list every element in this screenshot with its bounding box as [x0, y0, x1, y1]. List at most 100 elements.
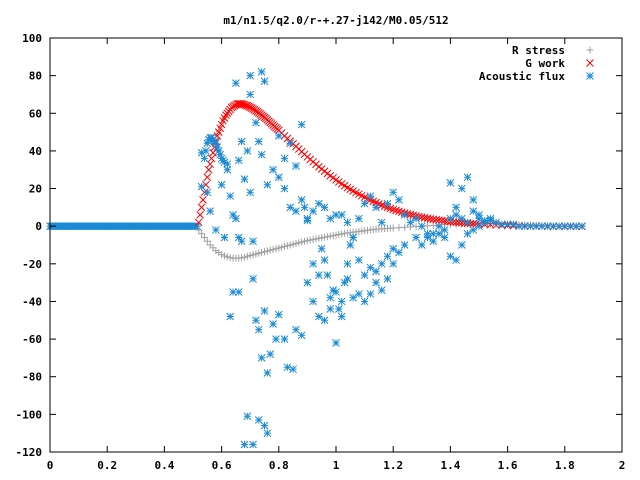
acoustic-flux-point	[343, 218, 352, 227]
x-tick-label: 0.6	[212, 459, 232, 472]
acoustic-flux-point	[372, 267, 380, 276]
r-stress-point	[335, 230, 343, 238]
g-work-point	[395, 207, 403, 216]
acoustic-flux-point	[417, 222, 426, 231]
r-stress-point	[286, 241, 294, 249]
acoustic-flux-point	[206, 207, 215, 215]
acoustic-flux-point	[463, 173, 472, 182]
acoustic-flux-point	[337, 297, 346, 306]
r-stress-point	[298, 238, 306, 246]
acoustic-flux-point	[303, 214, 312, 223]
acoustic-flux-point	[355, 214, 363, 223]
acoustic-flux-point	[314, 271, 323, 279]
acoustic-flux-point	[263, 369, 272, 377]
acoustic-flux-point	[560, 222, 569, 231]
acoustic-flux-point	[243, 147, 252, 155]
acoustic-flux-point	[303, 278, 312, 287]
r-stress-point	[312, 235, 320, 243]
r-stress-point	[292, 239, 300, 247]
acoustic-flux-point	[412, 214, 420, 223]
acoustic-flux-point	[292, 207, 300, 215]
acoustic-flux-point	[272, 335, 280, 343]
r-stress-point	[226, 254, 234, 262]
acoustic-flux-point	[377, 286, 386, 295]
acoustic-flux-point	[417, 241, 426, 249]
acoustic-flux-point	[469, 195, 478, 204]
acoustic-flux-point	[260, 421, 269, 430]
acoustic-flux-point	[257, 68, 266, 76]
acoustic-flux-point	[234, 156, 243, 165]
x-tick-label: 1	[333, 459, 340, 472]
acoustic-flux-point	[555, 222, 563, 231]
legend-marker	[586, 59, 594, 67]
acoustic-flux-point	[274, 310, 283, 319]
r-stress-point	[275, 244, 283, 252]
g-work-point	[196, 211, 205, 219]
acoustic-flux-point	[366, 263, 375, 272]
acoustic-flux-point	[257, 354, 266, 362]
acoustic-flux-point	[254, 325, 263, 334]
acoustic-flux-point	[297, 120, 306, 129]
acoustic-flux-point	[446, 214, 455, 223]
acoustic-flux-point	[395, 195, 403, 204]
acoustic-flux-point	[246, 71, 255, 80]
acoustic-flux-point	[197, 148, 206, 157]
acoustic-flux-point	[395, 248, 403, 257]
x-tick-label: 0.8	[269, 459, 289, 472]
acoustic-flux-point	[486, 216, 495, 225]
acoustic-flux-point	[366, 192, 375, 200]
acoustic-flux-point	[480, 218, 489, 227]
acoustic-flux-point	[329, 286, 337, 295]
acoustic-flux-point	[274, 173, 283, 182]
g-work-point	[194, 218, 203, 227]
acoustic-flux-point	[237, 137, 246, 146]
acoustic-flux-point	[240, 440, 249, 449]
acoustic-flux-point	[217, 180, 226, 189]
r-stress-point	[295, 239, 303, 247]
acoustic-flux-point	[360, 199, 369, 208]
r-stress-point	[332, 231, 340, 239]
acoustic-flux-point	[377, 218, 386, 227]
acoustic-flux-point	[232, 214, 240, 223]
acoustic-flux-point	[389, 244, 398, 253]
r-stress-point	[195, 226, 203, 234]
acoustic-flux-point	[332, 288, 340, 296]
legend-label: G work	[525, 57, 565, 70]
acoustic-flux-point	[346, 241, 355, 249]
g-work-point	[207, 154, 216, 163]
legend-marker	[586, 46, 594, 54]
r-stress-point	[249, 251, 257, 259]
y-tick-label: -120	[16, 446, 43, 459]
acoustic-flux-point	[400, 211, 409, 219]
acoustic-flux-point	[492, 218, 501, 227]
acoustic-flux-point	[332, 339, 340, 347]
acoustic-flux-point	[203, 188, 212, 197]
acoustic-flux-point	[260, 77, 269, 86]
acoustic-flux-point	[446, 179, 455, 187]
r-stress-point	[283, 242, 291, 250]
acoustic-flux-point	[469, 226, 478, 234]
x-tick-label: 1.6	[498, 459, 518, 472]
acoustic-flux-point	[509, 220, 518, 229]
acoustic-flux-point	[237, 237, 246, 246]
acoustic-flux-point	[226, 192, 235, 200]
acoustic-flux-point	[309, 259, 317, 268]
y-tick-label: 20	[29, 183, 42, 196]
acoustic-flux-point	[343, 259, 352, 268]
acoustic-flux-point	[355, 290, 363, 298]
r-stress-point	[198, 230, 206, 238]
acoustic-flux-point	[423, 233, 432, 242]
acoustic-flux-point	[469, 207, 478, 215]
acoustic-flux-point	[400, 241, 409, 249]
acoustic-flux-point	[297, 195, 306, 204]
g-work-point	[392, 206, 400, 215]
x-tick-label: 1.8	[555, 459, 575, 472]
r-stress-point	[243, 252, 251, 260]
acoustic-flux-point	[383, 275, 392, 283]
acoustic-flux-point	[320, 316, 329, 325]
x-tick-label: 0.2	[97, 459, 117, 472]
chart-axes: -120 -100 -80 -60 -40 -20 0 20 40 60 80 100 0 0.2 0.4 0…	[16, 32, 626, 472]
acoustic-flux-point	[309, 297, 317, 306]
legend-label: Acoustic flux	[479, 70, 565, 83]
